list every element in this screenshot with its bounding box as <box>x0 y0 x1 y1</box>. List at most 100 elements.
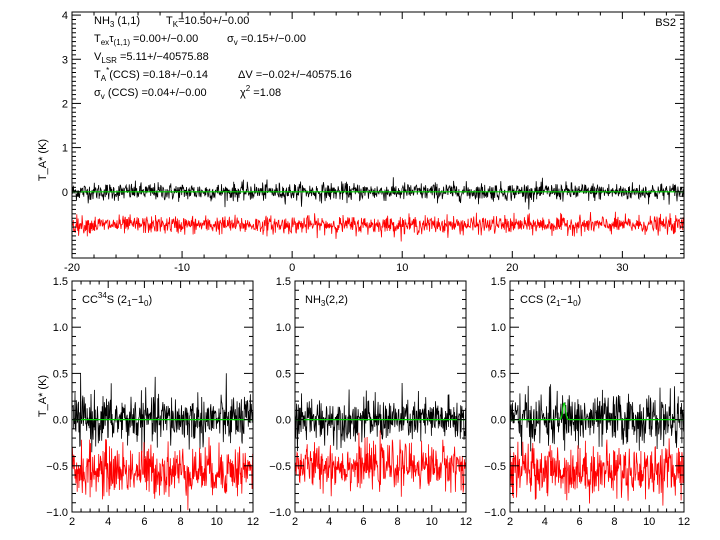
y-tick-label: −1.0 <box>46 507 68 519</box>
x-tick-label: 2 <box>292 516 298 528</box>
x-tick-label: 12 <box>460 516 472 528</box>
series-residual-offset- <box>72 211 684 242</box>
y-tick-label: 1.5 <box>491 276 506 288</box>
x-tick-label: -10 <box>174 262 190 274</box>
y-tick-label: 0.0 <box>491 415 506 427</box>
text-segment: (1,1) <box>114 38 131 47</box>
text-segment: S (2 <box>107 294 127 306</box>
y-tick-label: 0.5 <box>276 368 291 380</box>
text-segment: 0 <box>144 299 149 308</box>
text-segment: v <box>101 92 105 101</box>
text-segment: CCS (2 <box>520 294 556 306</box>
text-segment: K <box>173 20 179 29</box>
text-segment: 0 <box>573 299 578 308</box>
text-segment: =0.00+/−0.00 <box>130 33 198 45</box>
x-tick-label: 4 <box>542 516 548 528</box>
text-segment: T <box>94 33 101 45</box>
text-segment: 1 <box>127 299 132 308</box>
y-tick-label: 1.5 <box>53 276 68 288</box>
series-observed-spectrum <box>510 384 684 456</box>
y-axis-label-bottom: T_A* (K) <box>37 375 49 417</box>
text-segment: A <box>101 74 107 83</box>
fit-parameter: TK​=10.50+/−0.00 <box>166 15 249 29</box>
x-tick-label: 30 <box>616 262 628 274</box>
text-segment: CC <box>82 294 98 306</box>
text-segment: (1,1) <box>114 15 140 27</box>
plot-frame <box>71 11 685 259</box>
series-observed-spectrum <box>72 373 253 459</box>
x-tick-label: 2 <box>507 516 513 528</box>
y-axis-label-top: T_A* (K) <box>37 139 49 181</box>
text-segment: (2,2) <box>325 294 348 306</box>
transition-label: CCS (21​−10​) <box>520 294 581 308</box>
y-tick-label: 0.0 <box>53 415 68 427</box>
y-tick-label: 0 <box>62 187 68 199</box>
series-residual-offset- <box>510 438 684 506</box>
text-segment: ex <box>101 38 109 47</box>
text-segment: 1 <box>556 299 561 308</box>
fit-parameter: NH3​ (1,1) <box>94 15 140 29</box>
text-segment: (CCS) =0.04+/−0.00 <box>105 87 207 99</box>
fit-parameter: ΔV =−0.02+/−40575.16 <box>238 69 352 81</box>
text-segment: τ <box>109 33 114 45</box>
text-segment: =1.08 <box>250 87 281 99</box>
x-tick-label: 4 <box>105 516 111 528</box>
transition-label: CC34​S (21​−10​) <box>82 291 152 308</box>
text-segment: * <box>106 66 109 75</box>
x-tick-label: 4 <box>326 516 332 528</box>
transition-label: NH3​(2,2) <box>305 294 348 308</box>
y-tick-label: 0.0 <box>276 415 291 427</box>
x-tick-label: 8 <box>395 516 401 528</box>
x-tick-label: 20 <box>506 262 518 274</box>
y-tick-label: −1.0 <box>269 507 291 519</box>
fit-parameter: χ2​ =1.08 <box>240 84 281 99</box>
text-segment: χ <box>240 87 246 99</box>
y-tick-label: 1.0 <box>53 322 68 334</box>
text-segment: ) <box>148 294 152 306</box>
text-segment: =5.11+/−40575.88 <box>117 51 209 63</box>
text-segment: 34 <box>98 291 107 300</box>
text-segment: 2 <box>246 84 251 93</box>
y-tick-label: 4 <box>62 10 68 22</box>
text-segment: LSR <box>101 56 117 65</box>
y-tick-label: −0.5 <box>46 461 68 473</box>
text-segment: σ <box>227 33 234 45</box>
x-tick-label: 2 <box>69 516 75 528</box>
text-segment: −1 <box>561 294 574 306</box>
text-segment: NH <box>94 15 110 27</box>
x-tick-label: 10 <box>211 516 223 528</box>
text-segment: NH <box>305 294 321 306</box>
x-tick-label: 10 <box>396 262 408 274</box>
x-tick-label: 6 <box>141 516 147 528</box>
series-fit <box>510 402 684 421</box>
text-segment: −1 <box>131 294 144 306</box>
panel-top: -20 -10 0 10 20 30 0 1 2 3 4 BS2 NH3​ (1,1) TK​=10.50… <box>62 10 685 274</box>
text-segment: T <box>94 69 101 81</box>
fit-parameter: TA​*​(CCS) =0.18+/−0.14 <box>94 66 208 83</box>
text-segment: T <box>166 15 173 27</box>
x-tick-label: 6 <box>577 516 583 528</box>
y-tick-label: 1.0 <box>491 322 506 334</box>
x-tick-label: 10 <box>426 516 438 528</box>
x-tick-label: 8 <box>611 516 617 528</box>
fit-parameter: Tex​τ(1,1)​ =0.00+/−0.00 <box>94 33 198 47</box>
x-tick-label: -20 <box>64 262 80 274</box>
series-residual-offset- <box>295 430 466 497</box>
text-segment: ) <box>578 294 582 306</box>
fit-parameter: VLSR​ =5.11+/−40575.88 <box>94 51 209 65</box>
y-tick-label: −0.5 <box>484 461 506 473</box>
x-tick-label: 8 <box>178 516 184 528</box>
source-label: BS2 <box>655 17 676 29</box>
text-segment: ΔV =−0.02+/−40575.16 <box>238 69 352 81</box>
x-tick-label: 10 <box>643 516 655 528</box>
text-segment: =0.15+/−0.00 <box>238 33 306 45</box>
text-segment: =10.50+/−0.00 <box>178 15 249 27</box>
y-tick-label: 3 <box>62 54 68 66</box>
y-tick-label: −1.0 <box>484 507 506 519</box>
y-tick-label: −0.5 <box>269 461 291 473</box>
x-tick-label: 6 <box>360 516 366 528</box>
panel-bottom-middle: 2 4 6 8 10 12 −1.0 −0.5 0.0 0.5 1.0 1.5 NH3​(2,2) <box>269 276 472 528</box>
y-tick-label: 2 <box>62 98 68 110</box>
